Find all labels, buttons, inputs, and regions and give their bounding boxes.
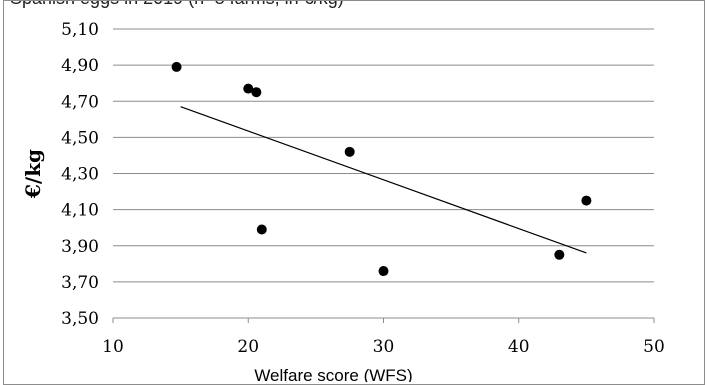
data-point [243,83,254,94]
y-axis-label: €/kg [21,149,45,199]
x-tick-label: 20 [237,337,259,357]
data-point [256,224,267,235]
x-tick-label: 30 [373,337,395,357]
data-point [378,266,389,277]
y-tick-label: 3,50 [61,309,99,329]
y-tick-label: 3,90 [61,237,99,257]
y-axis-ticks: 3,50 3,70 3,90 4,10 4,30 4,50 4,70 4,90 5,10 [61,20,99,329]
x-tick-label: 10 [102,337,124,357]
x-tick-label: 50 [643,337,665,357]
y-tick-label: 4,90 [61,56,99,76]
grid-lines [113,28,654,283]
trendline [180,106,587,254]
data-point [251,87,262,98]
data-point [171,61,182,72]
data-points [171,61,592,277]
y-tick-label: 3,70 [61,273,99,293]
y-tick-label: 4,50 [61,128,99,148]
page-title: Spanish eggs in 2019 (n=8 farms, in €/kg… [10,0,700,8]
data-point [344,146,355,157]
y-tick-label: 4,10 [61,201,99,221]
x-tick-label: 40 [508,337,530,357]
data-point [554,249,565,260]
x-axis-ticks: 10 20 30 40 50 [102,318,665,357]
y-tick-label: 4,70 [61,92,99,112]
x-axis-label: Welfare score (WFS) [254,366,412,382]
data-point [581,195,592,206]
y-tick-label: 4,30 [61,165,99,185]
y-tick-label: 5,10 [61,20,99,40]
